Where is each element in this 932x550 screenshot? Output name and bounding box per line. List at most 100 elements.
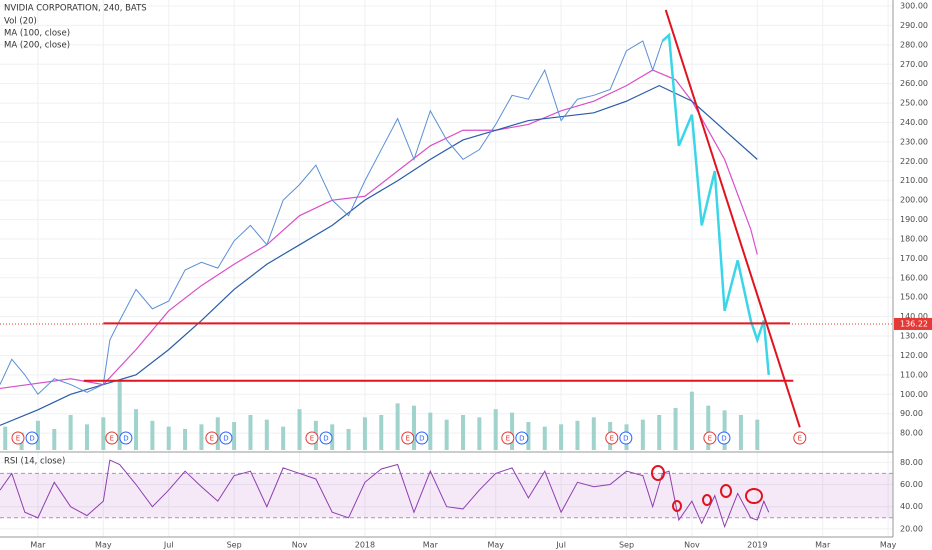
volume-bar: [591, 417, 596, 450]
volume-bar: [657, 415, 662, 450]
volume-bar: [428, 412, 433, 450]
event-marker: [319, 431, 333, 445]
legend-item: Vol (20): [4, 17, 37, 27]
y-tick-label: 110.00: [900, 370, 928, 379]
event-marker: [205, 431, 219, 445]
x-tick-label: Mar: [815, 541, 831, 550]
y-tick-label: 280.00: [900, 40, 928, 49]
event-marker: [401, 431, 415, 445]
y-tick-label: 130.00: [900, 332, 928, 341]
x-tick-label: May: [880, 541, 897, 550]
y-tick-label: 60.00: [900, 480, 923, 489]
y-tick-label: 40.00: [900, 502, 923, 511]
volume-bar: [3, 426, 8, 450]
rsi-annotations: [651, 465, 763, 512]
y-tick-label: 270.00: [900, 60, 928, 69]
event-marker: [415, 431, 429, 445]
x-tick-label: Mar: [423, 541, 439, 550]
event-marker: [501, 431, 515, 445]
y-tick-label: 220.00: [900, 157, 928, 166]
volume-bar: [411, 405, 416, 450]
event-label: E: [610, 435, 614, 443]
event-label: D: [519, 435, 524, 443]
volume-bar: [738, 415, 743, 450]
x-tick-label: May: [487, 541, 504, 550]
last-price-label: 136.22: [900, 319, 928, 328]
volume-bar: [559, 424, 564, 450]
event-label: E: [406, 435, 410, 443]
event-label: E: [506, 435, 510, 443]
event-marker: [25, 431, 39, 445]
x-tick-label: Jul: [555, 541, 566, 550]
y-tick-label: 20.00: [900, 524, 923, 533]
event-marker: [515, 431, 529, 445]
y-tick-label: 300.00: [900, 2, 928, 11]
volume-bar: [510, 412, 515, 450]
y-tick-label: 140.00: [900, 312, 928, 321]
volume-bar: [575, 420, 580, 450]
x-tick-label: Nov: [684, 541, 700, 550]
annotation-circle: [651, 465, 665, 481]
volume-bar: [640, 419, 645, 450]
x-tick-label: 2018: [355, 541, 375, 550]
volume-bar: [379, 415, 384, 450]
event-label: D: [323, 435, 328, 443]
volume-bar: [362, 417, 367, 450]
y-tick-label: 170.00: [900, 254, 928, 263]
legend: NVIDIA CORPORATION, 240, BATS Vol (20) M…: [4, 4, 147, 467]
volume-bar: [215, 417, 220, 450]
last-price-box: [894, 317, 932, 330]
event-marker: [793, 431, 807, 445]
event-label: D: [123, 435, 128, 443]
y-tick-label: 90.00: [900, 409, 923, 418]
ma-line: [0, 84, 758, 426]
volume-bar: [52, 429, 57, 450]
event-marker: [605, 431, 619, 445]
volume-bar: [755, 419, 760, 450]
event-label: E: [708, 435, 712, 443]
volume-bar: [673, 408, 678, 450]
volume-bar: [346, 429, 351, 450]
volume-bar: [101, 417, 106, 450]
y-tick-label: 150.00: [900, 293, 928, 302]
rsi-line: [0, 459, 770, 529]
event-label: E: [210, 435, 214, 443]
volume-bar: [689, 391, 694, 450]
volume-bar: [248, 415, 253, 450]
volume-bar: [281, 426, 286, 450]
y-tick-label: 200.00: [900, 196, 928, 205]
ma-line: [0, 69, 758, 390]
legend-item: RSI (14, close): [4, 457, 65, 467]
y-tick-label: 250.00: [900, 99, 928, 108]
y-tick-label: 260.00: [900, 79, 928, 88]
volume-bar: [134, 409, 139, 450]
legend-item: MA (200, close): [4, 41, 70, 51]
volume-bar: [232, 422, 237, 450]
volume-bar: [477, 417, 482, 450]
x-tick-label: Mar: [30, 541, 46, 550]
y-tick-label: 180.00: [900, 234, 928, 243]
volume-bar: [297, 409, 302, 450]
x-tick-label: May: [95, 541, 112, 550]
volume-bar: [444, 419, 449, 450]
volume-bar: [264, 419, 269, 450]
y-tick-label: 100.00: [900, 390, 928, 399]
event-label: D: [419, 435, 424, 443]
event-label: D: [29, 435, 34, 443]
x-tick-label: Nov: [292, 541, 308, 550]
volume-bar: [183, 429, 188, 450]
x-tick-label: 2019: [747, 541, 767, 550]
event-marker: [11, 431, 25, 445]
x-tick-label: Sep: [619, 541, 634, 550]
event-label: E: [16, 435, 20, 443]
chart-title: NVIDIA CORPORATION, 240, BATS: [4, 4, 147, 14]
volume-bar: [722, 410, 727, 450]
volume-bar: [117, 380, 122, 450]
y-tick-label: 80.00: [900, 458, 923, 467]
event-marker: [105, 431, 119, 445]
volume-bar: [84, 424, 89, 450]
rsi-band: [0, 473, 893, 518]
volume-bar: [166, 426, 171, 450]
annotation-circle: [672, 500, 682, 512]
